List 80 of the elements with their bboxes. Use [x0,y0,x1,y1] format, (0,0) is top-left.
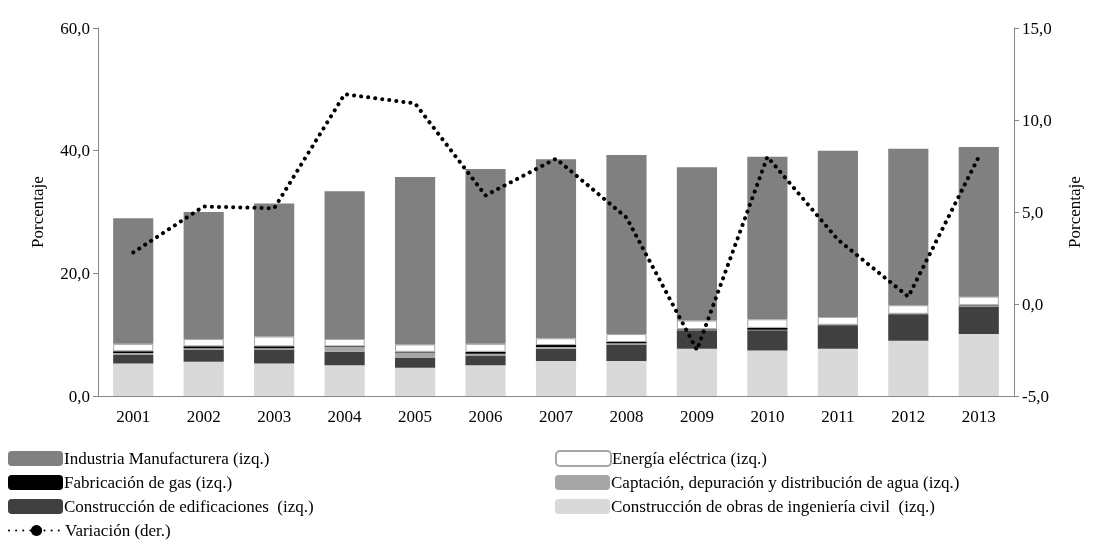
bar [747,350,788,396]
bar [183,361,224,396]
bar [817,316,858,325]
bar [183,349,224,362]
y2-axis-title: Porcentaje [1065,176,1084,248]
legend-label: Construcción de edificaciones (izq.) [64,497,314,516]
bar [817,326,858,349]
bar [113,218,154,344]
bar [535,338,577,346]
bar [606,344,647,362]
y-tick-label: 20,0 [60,263,90,283]
y2-tick-label: -5,0 [1022,386,1049,406]
x-tick-label: 2008 [609,407,644,426]
bar [747,330,788,351]
bar [254,349,295,364]
bar [606,361,647,396]
bar [958,296,999,306]
y-tick-label: 40,0 [60,141,90,161]
x-tick-label: 2010 [750,407,785,426]
bar [324,351,365,366]
x-tick-label: 2001 [116,407,151,426]
bar [535,159,577,339]
bar [113,354,154,364]
bar [958,334,999,396]
y-tick-label: 0,0 [68,386,90,406]
bar [888,340,929,396]
bar [817,150,858,317]
legend-label: Captación, depuración y distribución de agua (izq.) [611,473,960,492]
legend-label: Construcción de obras de ingeniería civil (izq.) [611,497,935,516]
bar [324,365,365,396]
y-axis-title: Porcentaje [28,176,47,248]
x-tick-label: 2013 [961,407,996,426]
legend-label: Industria Manufacturera (izq.) [64,449,270,468]
bar [888,305,929,314]
legend-label: Energía eléctrica (izq.) [612,449,767,468]
legend-label: Fabricación de gas (izq.) [64,473,233,492]
bar [465,169,506,344]
x-tick-label: 2004 [327,407,363,426]
y2-tick-label: 0,0 [1022,294,1044,314]
y2-tick-label: 15,0 [1022,18,1052,38]
x-tick-label: 2005 [398,407,433,426]
legend-label: Variación (der.) [65,521,171,540]
bar [535,361,577,396]
x-tick-label: 2006 [468,407,503,426]
bar [535,348,577,362]
bar [676,167,717,321]
x-tick-label: 2012 [891,407,926,426]
bar [888,315,929,341]
bar [747,319,788,328]
bar [606,154,647,335]
bar [324,191,365,339]
bar [395,367,436,396]
x-tick-label: 2007 [539,407,574,426]
x-tick-label: 2011 [821,407,855,426]
bar [254,336,295,347]
bar [254,203,295,337]
bar [747,156,788,320]
line-series [131,92,981,352]
bar [254,363,295,396]
x-tick-label: 2003 [257,407,292,426]
y-tick-label: 60,0 [60,18,90,38]
x-tick-label: 2002 [186,407,221,426]
bar [395,357,436,368]
y2-tick-label: 5,0 [1022,202,1044,222]
bar [465,365,506,396]
bar [183,338,224,347]
bar [113,343,154,352]
bar [958,306,999,335]
bar [465,355,506,366]
bar [465,343,506,352]
bar [958,146,999,297]
bar [395,177,436,345]
bar [888,148,929,306]
bar [606,334,647,343]
x-tick-label: 2009 [679,407,714,426]
bar [676,348,717,396]
bar [113,363,154,396]
bar [817,348,858,396]
y2-tick-label: 10,0 [1022,110,1052,130]
bar [183,212,224,339]
